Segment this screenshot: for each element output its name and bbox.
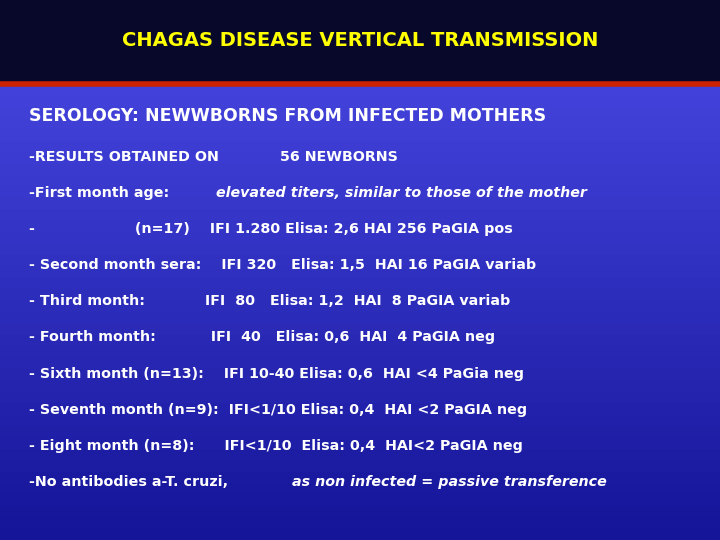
Bar [0, 175, 720, 186]
Bar [0, 289, 720, 300]
Text: CHAGAS DISEASE VERTICAL TRANSMISSION: CHAGAS DISEASE VERTICAL TRANSMISSION [122, 31, 598, 50]
Text: as non infected = passive transference: as non infected = passive transference [292, 475, 607, 489]
Bar [0, 278, 720, 289]
Bar [0, 426, 720, 437]
Text: -First month age:: -First month age: [29, 186, 174, 200]
Bar [0, 152, 720, 164]
Text: -                    (n=17)    IFI 1.280 Elisa: 2,6 HAI 256 PaGIA pos: - (n=17) IFI 1.280 Elisa: 2,6 HAI 256 Pa… [29, 222, 513, 236]
Bar [0, 186, 720, 198]
Text: -RESULTS OBTAINED ON: -RESULTS OBTAINED ON [29, 150, 224, 164]
Text: - Fourth month:           IFI  40   Elisa: 0,6  HAI  4 PaGIA neg: - Fourth month: IFI 40 Elisa: 0,6 HAI 4 … [29, 330, 495, 345]
Bar [0, 437, 720, 449]
Bar [0, 164, 720, 175]
Bar [0, 346, 720, 357]
Bar [0, 483, 720, 495]
Bar [0, 357, 720, 369]
Bar [0, 506, 720, 517]
Bar [0, 403, 720, 415]
Bar [0, 392, 720, 403]
Text: - Eight month (n=8):      IFI<1/10  Elisa: 0,4  HAI<2 PaGIA neg: - Eight month (n=8): IFI<1/10 Elisa: 0,4… [29, 439, 523, 453]
Bar [0, 529, 720, 540]
Bar [0, 471, 720, 483]
Text: -No antibodies a-T. cruzi,: -No antibodies a-T. cruzi, [29, 475, 233, 489]
Bar [0, 221, 720, 232]
Text: 56 NEWBORNS: 56 NEWBORNS [280, 150, 398, 164]
Bar [0, 460, 720, 471]
Bar [0, 266, 720, 278]
Text: - Second month sera:    IFI 320   Elisa: 1,5  HAI 16 PaGIA variab: - Second month sera: IFI 320 Elisa: 1,5 … [29, 258, 536, 272]
Text: - Sixth month (n=13):    IFI 10-40 Elisa: 0,6  HAI <4 PaGia neg: - Sixth month (n=13): IFI 10-40 Elisa: 0… [29, 367, 523, 381]
Bar [0, 84, 720, 95]
Bar [0, 198, 720, 209]
Bar [0, 106, 720, 118]
Bar [0, 130, 720, 141]
Bar [0, 517, 720, 529]
Bar [0, 369, 720, 380]
Bar [0, 244, 720, 255]
Bar [0, 312, 720, 323]
Bar [0, 495, 720, 506]
Bar [0, 323, 720, 335]
Bar [0, 84, 720, 540]
Bar [0, 449, 720, 460]
Bar [0, 300, 720, 312]
Bar [0, 380, 720, 392]
Bar [0, 255, 720, 266]
Bar [0, 95, 720, 106]
Bar [0, 335, 720, 346]
Bar [0, 415, 720, 426]
Bar [0, 232, 720, 244]
Bar [0, 0, 720, 84]
Text: - Seventh month (n=9):  IFI<1/10 Elisa: 0,4  HAI <2 PaGIA neg: - Seventh month (n=9): IFI<1/10 Elisa: 0… [29, 403, 527, 417]
Text: elevated titers, similar to those of the mother: elevated titers, similar to those of the… [216, 186, 587, 200]
Text: - Third month:            IFI  80   Elisa: 1,2  HAI  8 PaGIA variab: - Third month: IFI 80 Elisa: 1,2 HAI 8 P… [29, 294, 510, 308]
Text: SEROLOGY: NEWWBORNS FROM INFECTED MOTHERS: SEROLOGY: NEWWBORNS FROM INFECTED MOTHER… [29, 107, 546, 125]
Bar [0, 209, 720, 221]
Bar [0, 141, 720, 152]
Bar [0, 118, 720, 130]
